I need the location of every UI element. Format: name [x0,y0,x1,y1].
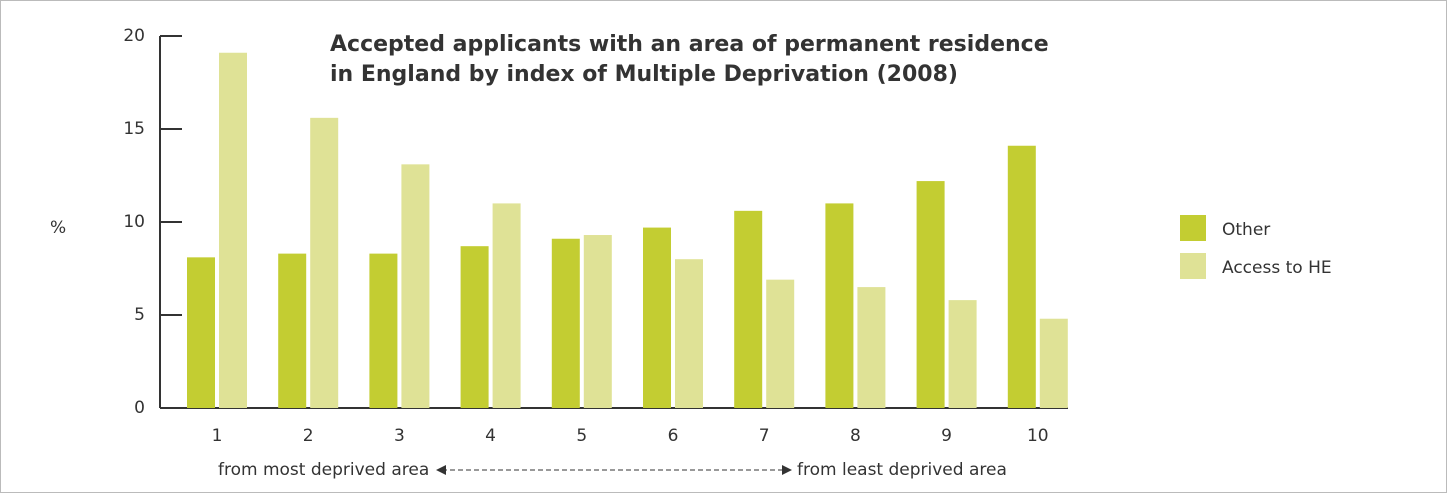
legend-label: Access to HE [1222,258,1332,278]
x-tick-label: 5 [576,426,587,446]
y-axis-label: % [50,218,66,238]
x-tick-label: 6 [668,426,679,446]
bar [857,287,886,408]
legend-swatch [1180,215,1206,241]
bar [916,181,945,408]
bar [187,257,215,408]
y-tick-label: 10 [123,212,145,232]
x-tick-label: 1 [212,426,223,446]
y-tick-label: 0 [134,398,145,418]
arrow [436,465,792,475]
bar [766,279,795,408]
chart-title: in England by index of Multiple Deprivat… [330,62,958,87]
annotation: from most deprived area [218,460,429,480]
bar [948,300,977,408]
x-tick-label: 10 [1027,426,1049,446]
x-tick-label: 9 [941,426,952,446]
x-tick-label: 3 [394,426,405,446]
bar [1007,145,1036,409]
y-tick-label: 15 [123,119,145,139]
y-tick-label: 5 [134,305,145,325]
y-tick-label: 20 [123,26,145,46]
chart-title: Accepted applicants with an area of perm… [330,32,1049,57]
bar [734,210,763,408]
annotation: from least deprived area [797,460,1007,480]
bar [551,238,580,408]
bar [278,253,307,408]
bar [825,203,854,408]
bar [460,246,489,408]
x-tick-label: 2 [303,426,314,446]
x-tick-label: 7 [759,426,770,446]
x-tick-label: 4 [485,426,496,446]
bar [310,117,339,408]
legend-swatch [1180,253,1206,279]
bar [219,52,247,409]
bar [369,253,398,408]
bar [492,203,521,408]
bar [583,235,612,408]
x-tick-label: 8 [850,426,861,446]
bar [675,259,703,408]
bar [401,164,430,408]
bar [1039,318,1068,408]
bar [643,227,671,408]
legend-label: Other [1222,220,1270,240]
